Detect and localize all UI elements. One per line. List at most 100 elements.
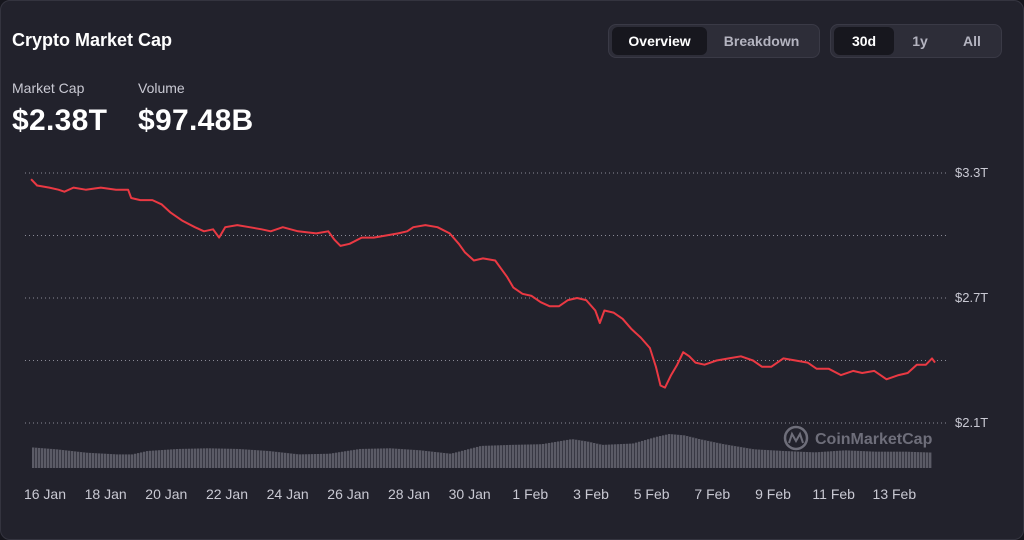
volume-bar	[200, 448, 203, 468]
volume-bar	[86, 452, 89, 468]
range-30d-tab[interactable]: 30d	[834, 27, 894, 55]
volume-bar	[317, 453, 320, 468]
range-1y-tab[interactable]: 1y	[912, 33, 928, 49]
volume-bar	[845, 450, 848, 468]
volume-bar	[794, 451, 797, 468]
volume-bar	[272, 451, 275, 468]
volume-bar	[50, 448, 53, 468]
volume-bar	[506, 445, 509, 468]
volume-bar	[926, 452, 929, 468]
volume-bar	[908, 451, 911, 468]
volume-bar	[674, 434, 677, 468]
volume-bar	[107, 453, 110, 468]
volume-bar	[620, 444, 623, 468]
volume-bar	[773, 450, 776, 468]
volume-bar	[368, 448, 371, 468]
volume-bar	[683, 435, 686, 468]
volume-bar	[488, 445, 491, 468]
volume-bar	[509, 444, 512, 468]
volume-bar	[248, 449, 251, 468]
volume-bar	[644, 440, 647, 468]
volume-bar	[842, 450, 845, 468]
volume-bar	[884, 451, 887, 468]
volume-bar	[83, 452, 86, 468]
volume-bar	[425, 450, 428, 468]
volume-bar	[899, 451, 902, 468]
volume-bar	[713, 442, 716, 468]
volume-bar	[134, 453, 137, 468]
volume-bar	[788, 451, 791, 468]
volume-bar	[206, 448, 209, 468]
volume-bar	[359, 448, 362, 468]
volume-bar	[440, 452, 443, 468]
x-tick-label: 30 Jan	[449, 486, 491, 502]
volume-bar	[560, 440, 563, 468]
volume-bar	[338, 452, 341, 468]
volume-bar	[443, 452, 446, 468]
volume-bar	[797, 451, 800, 468]
volume-bar	[35, 447, 38, 468]
volume-bar	[536, 444, 539, 468]
volume-bar	[764, 449, 767, 468]
volume-bar	[68, 450, 71, 468]
volume-bar	[461, 450, 464, 468]
volume-bar	[776, 450, 779, 468]
volume-bar	[389, 448, 392, 468]
overview-tab[interactable]: Overview	[612, 27, 708, 55]
volume-bar	[473, 447, 476, 468]
volume-bar	[182, 448, 185, 468]
volume-bar	[704, 440, 707, 468]
volume-bar	[890, 451, 893, 468]
volume-bar	[464, 450, 467, 468]
volume-bar	[329, 453, 332, 468]
volume-bar	[380, 448, 383, 468]
volume-bar	[41, 448, 44, 468]
view-toggle: Overview Breakdown	[608, 24, 820, 58]
volume-bar	[929, 452, 932, 468]
volume-bar	[257, 450, 260, 468]
volume-bar	[413, 449, 416, 468]
volume-bar	[185, 448, 188, 468]
volume-bar	[512, 444, 515, 468]
volume-bar	[575, 439, 578, 468]
volume-bar	[599, 444, 602, 468]
volume-bar	[479, 446, 482, 468]
volume-bar	[467, 449, 470, 468]
volume-bar	[665, 434, 668, 468]
volume-bar	[641, 440, 644, 468]
volume-bar	[434, 451, 437, 468]
volume-bar	[629, 443, 632, 468]
x-tick-label: 7 Feb	[694, 486, 730, 502]
volume-bar	[800, 451, 803, 468]
volume-bar	[896, 451, 899, 468]
volume-bar	[914, 451, 917, 468]
volume-bar	[137, 453, 140, 468]
x-tick-label: 16 Jan	[24, 486, 66, 502]
market-cap-label: Market Cap	[12, 80, 85, 96]
volume-bar	[179, 448, 182, 468]
volume-bar	[470, 448, 473, 468]
volume-bar	[203, 448, 206, 468]
volume-bar	[731, 445, 734, 468]
volume-bar	[548, 442, 551, 468]
volume-bar	[626, 443, 629, 468]
volume-bar	[767, 450, 770, 468]
volume-bar	[428, 451, 431, 468]
market-cap-line	[30, 178, 936, 389]
volume-bar	[743, 447, 746, 468]
volume-bar	[374, 448, 377, 468]
volume-bar	[191, 448, 194, 468]
volume-bar	[518, 444, 521, 468]
volume-bar	[401, 449, 404, 468]
volume-bar	[167, 449, 170, 468]
volume-bar	[770, 450, 773, 468]
volume-bar	[77, 451, 80, 468]
volume-bar	[542, 443, 545, 468]
volume-bar	[269, 451, 272, 468]
volume-bar	[485, 445, 488, 468]
range-all-tab[interactable]: All	[963, 33, 981, 49]
breakdown-tab[interactable]: Breakdown	[723, 33, 800, 49]
volume-bar	[332, 453, 335, 468]
volume-bar	[416, 450, 419, 468]
